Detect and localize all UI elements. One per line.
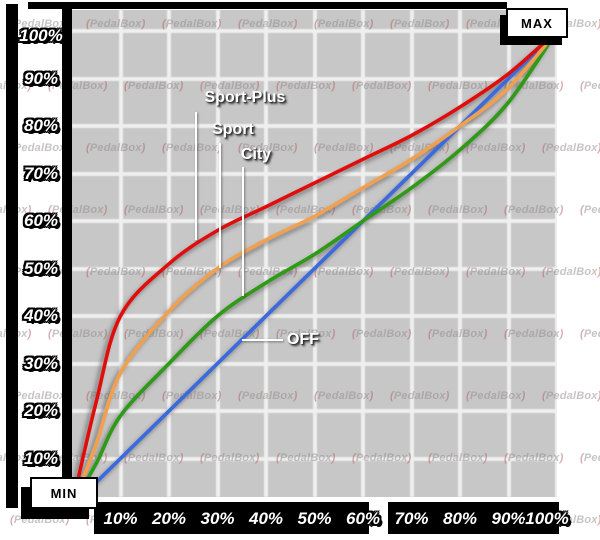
gridline-horizontal <box>72 219 557 223</box>
pedalbox-watermark: (PedalBox) <box>580 328 600 340</box>
gridline-vertical <box>409 10 414 497</box>
gridline-horizontal <box>72 76 557 81</box>
leader-line-city <box>242 167 244 296</box>
x-tick-label: 100% <box>525 509 569 528</box>
curve-off <box>78 29 557 497</box>
x-tick-label: 10% <box>103 509 138 528</box>
curve-label-sport: Sport <box>212 121 254 138</box>
max-label: MAX <box>521 15 553 31</box>
curve-sport-plus <box>72 29 557 497</box>
curve-label-city: City <box>240 146 272 163</box>
leader-line-sport <box>219 143 221 268</box>
y-tick-label: 50% <box>23 258 59 278</box>
gridline-horizontal <box>72 456 557 461</box>
bottom-axis-bar-left <box>94 502 369 534</box>
x-tick-label: 50% <box>297 509 332 528</box>
gridline-vertical <box>555 10 557 497</box>
x-tick-label: 40% <box>248 509 284 528</box>
y-tick-label: 20% <box>23 401 59 420</box>
gridline-horizontal <box>72 361 557 366</box>
x-tick-label: 90% <box>491 509 526 528</box>
leader-line-sport-plus <box>195 112 197 240</box>
pedalbox-watermark: (PedalBox) <box>580 80 600 92</box>
gridline-vertical <box>458 10 462 497</box>
y-tick-label: 90% <box>23 68 59 88</box>
y-tick-label: 40% <box>23 306 59 325</box>
min-label: MIN <box>50 485 78 501</box>
y-tick-label: 30% <box>23 353 59 373</box>
gridline-horizontal <box>72 409 557 413</box>
bottom-axis-bar-right <box>388 502 559 534</box>
y-tick-label: 70% <box>23 163 59 183</box>
gridline-horizontal <box>72 171 557 176</box>
gridline-vertical <box>264 10 268 497</box>
pedalbox-watermark: (PedalBox) <box>580 452 600 464</box>
y-tick-label: 80% <box>23 116 59 135</box>
gridline-vertical <box>506 10 511 497</box>
y-tick-label: 60% <box>23 211 59 230</box>
pedalbox-watermark: (PedalBox) <box>580 204 600 216</box>
curve-city <box>75 29 557 497</box>
max-box: MAX <box>506 8 568 38</box>
curve-label-sport-plus: Sport-Plus <box>204 89 286 106</box>
gridline-horizontal <box>72 29 557 33</box>
x-tick-label: 60% <box>345 509 381 528</box>
leader-line-off <box>242 339 283 341</box>
x-tick-label: 30% <box>200 509 235 528</box>
gridline-vertical <box>167 10 171 497</box>
y-tick-label: 100% <box>19 26 63 45</box>
y-axis-strip <box>18 8 62 505</box>
gridline-vertical <box>215 10 220 497</box>
curve-sport <box>73 29 557 497</box>
x-tick-label: 20% <box>151 509 187 528</box>
top-axis-bar <box>28 2 507 9</box>
gridline-vertical <box>118 10 123 497</box>
curve-label-off: OFF <box>287 331 319 348</box>
throttle-curves <box>72 29 557 497</box>
pedalbox-watermark: (PedalBox) <box>10 514 70 526</box>
left-inner-axis-bar <box>62 8 72 497</box>
gridline-vertical <box>361 10 365 497</box>
min-box: MIN <box>30 477 98 509</box>
gridline-horizontal <box>72 124 557 128</box>
gridline-horizontal <box>72 314 557 318</box>
y-tick-label: 10% <box>23 448 59 468</box>
left-outer-axis-bar <box>6 4 18 508</box>
x-tick-label: 80% <box>442 509 478 528</box>
x-tick-label: 70% <box>394 509 429 528</box>
